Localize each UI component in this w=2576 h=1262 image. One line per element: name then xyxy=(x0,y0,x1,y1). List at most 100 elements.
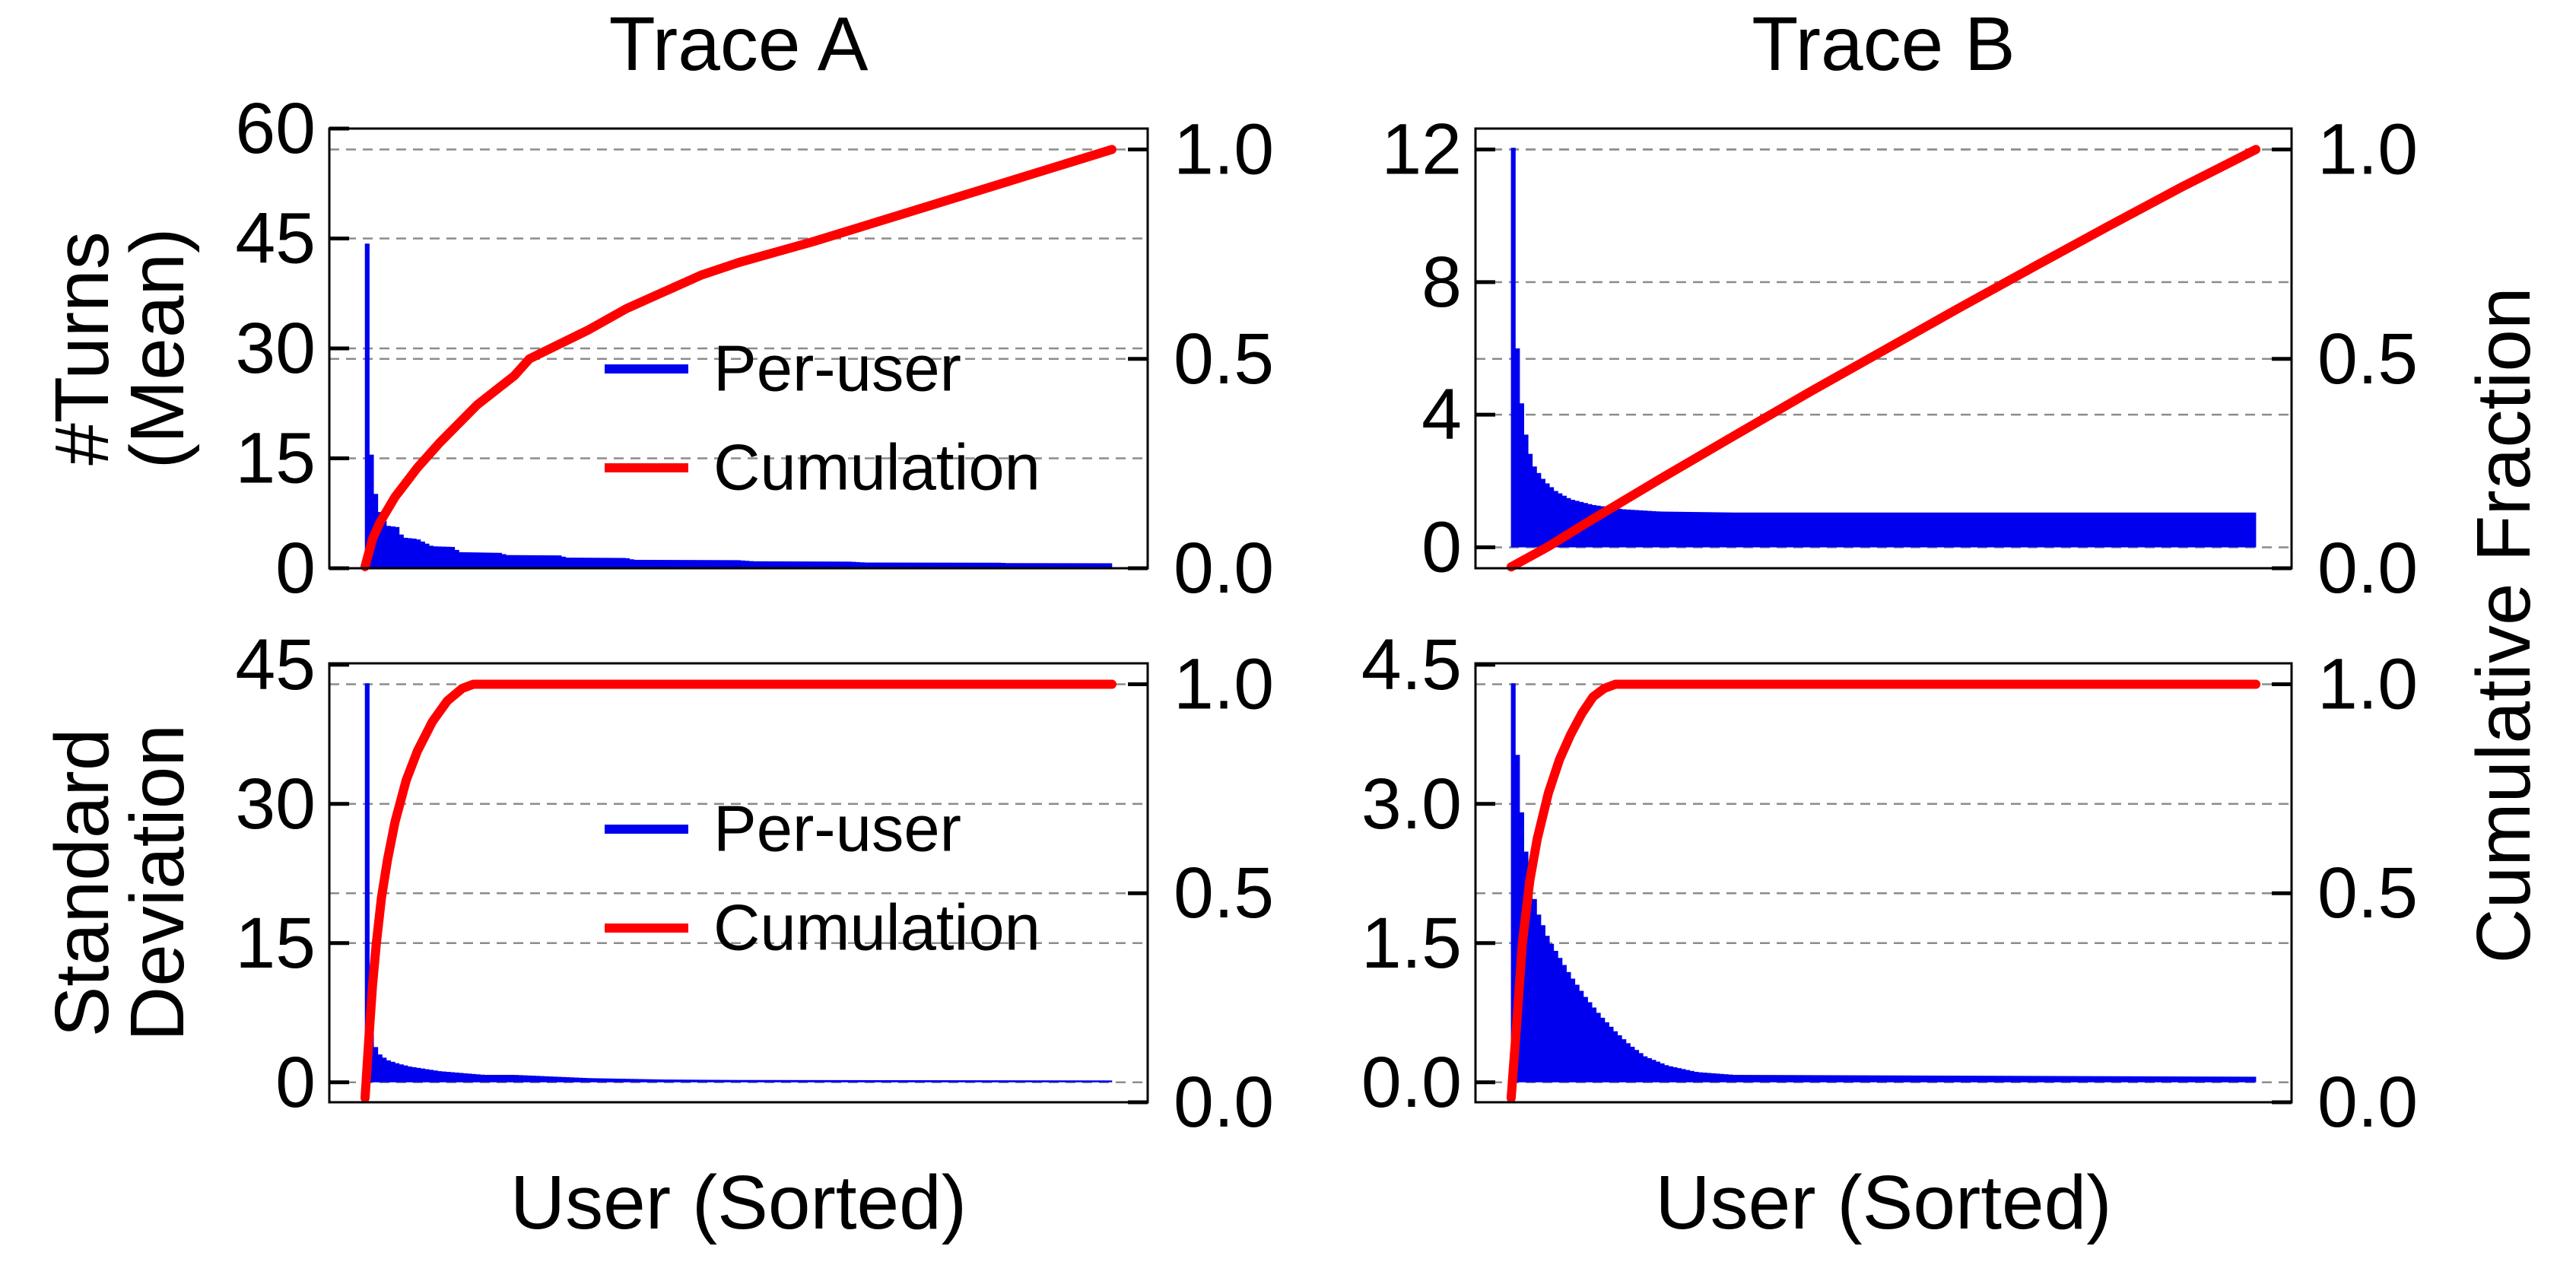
bar xyxy=(488,1075,494,1082)
bar xyxy=(1817,1075,1822,1082)
bar xyxy=(608,558,613,568)
bar xyxy=(1758,512,1763,548)
bar xyxy=(812,1079,818,1082)
cumulation-line xyxy=(361,679,1116,1103)
bar xyxy=(1540,478,1545,548)
bar xyxy=(1005,563,1010,568)
bar xyxy=(2098,1076,2103,1082)
per-user-bars xyxy=(1510,683,2257,1082)
subplot-title: Trace A xyxy=(609,2,869,87)
bar xyxy=(603,558,609,568)
bar xyxy=(1949,1076,1955,1082)
bar xyxy=(2009,1076,2014,1082)
bar xyxy=(1034,1080,1040,1082)
bar xyxy=(663,560,669,568)
bar xyxy=(1043,1080,1049,1082)
bar xyxy=(659,560,665,568)
bar xyxy=(523,1075,528,1082)
bar xyxy=(1596,505,1601,548)
bar xyxy=(1830,1075,1835,1082)
bar xyxy=(1587,1002,1593,1082)
bar xyxy=(676,1079,681,1082)
bar xyxy=(1510,683,1516,1082)
bar xyxy=(1574,984,1580,1082)
bar xyxy=(1830,512,1835,548)
bar xyxy=(2106,1076,2112,1082)
bar xyxy=(2068,1076,2073,1082)
bar xyxy=(459,552,464,568)
bar xyxy=(480,1074,485,1082)
bar xyxy=(1047,563,1053,568)
bar xyxy=(1838,1075,1844,1082)
bar xyxy=(650,1079,656,1082)
bar xyxy=(2149,1076,2155,1082)
axes-frame xyxy=(328,662,1149,1104)
bar xyxy=(364,683,370,1082)
bar xyxy=(975,562,980,568)
bar xyxy=(910,1080,916,1082)
bar xyxy=(535,1076,541,1082)
bar xyxy=(885,562,891,568)
bar xyxy=(1796,1075,1801,1082)
bar xyxy=(1039,563,1044,568)
bar xyxy=(1000,1080,1005,1082)
right-tick-label: 1.0 xyxy=(2317,110,2418,190)
bar xyxy=(689,560,694,568)
bar xyxy=(1536,914,1542,1082)
bar xyxy=(1872,512,1878,548)
bar xyxy=(1018,563,1023,568)
bar xyxy=(740,560,745,568)
bar xyxy=(539,1076,545,1082)
bar xyxy=(1868,1075,1873,1082)
bar xyxy=(920,1080,925,1082)
bar xyxy=(2132,512,2137,548)
bar xyxy=(582,558,588,568)
bar xyxy=(1894,512,1899,548)
bar xyxy=(420,541,425,568)
bar xyxy=(2111,1076,2116,1082)
bar xyxy=(719,1079,724,1082)
bar xyxy=(774,1079,780,1082)
bar xyxy=(770,561,775,568)
bar xyxy=(1974,512,1980,548)
bar xyxy=(510,555,515,568)
bar xyxy=(1966,1076,1971,1082)
bar xyxy=(625,1079,631,1082)
bar xyxy=(1548,487,1555,548)
legend-item-cumulation: Cumulation xyxy=(605,892,1040,965)
bar xyxy=(1532,466,1537,548)
bar xyxy=(846,1079,852,1082)
axes-frame xyxy=(1474,662,2293,1104)
bar xyxy=(557,555,562,568)
bar xyxy=(1996,512,2001,548)
bar xyxy=(629,1079,634,1082)
bar xyxy=(1651,1060,1656,1082)
bar xyxy=(889,562,895,568)
bar xyxy=(2030,512,2035,548)
bar xyxy=(697,1079,703,1082)
bar xyxy=(472,1073,477,1082)
left-tick-label: 0 xyxy=(275,528,316,609)
bar xyxy=(2243,512,2248,548)
left-tick-label: 15 xyxy=(235,418,316,499)
bar xyxy=(1851,512,1857,548)
bar xyxy=(570,558,575,568)
bar xyxy=(2127,512,2133,548)
bar xyxy=(1660,511,1665,548)
bar xyxy=(800,1079,805,1082)
bar xyxy=(872,1079,878,1082)
bar xyxy=(735,1079,742,1082)
bar xyxy=(565,558,570,568)
bar xyxy=(1710,512,1716,548)
bar xyxy=(1838,512,1844,548)
bar xyxy=(1983,512,1988,548)
bar xyxy=(1553,491,1558,548)
bar xyxy=(2230,1076,2235,1082)
bar xyxy=(757,1079,763,1082)
bar xyxy=(1745,512,1750,548)
bar xyxy=(1855,1075,1861,1082)
bar xyxy=(1622,1039,1627,1082)
bar xyxy=(745,1079,750,1082)
bar xyxy=(2166,1076,2171,1082)
bar xyxy=(599,558,605,568)
